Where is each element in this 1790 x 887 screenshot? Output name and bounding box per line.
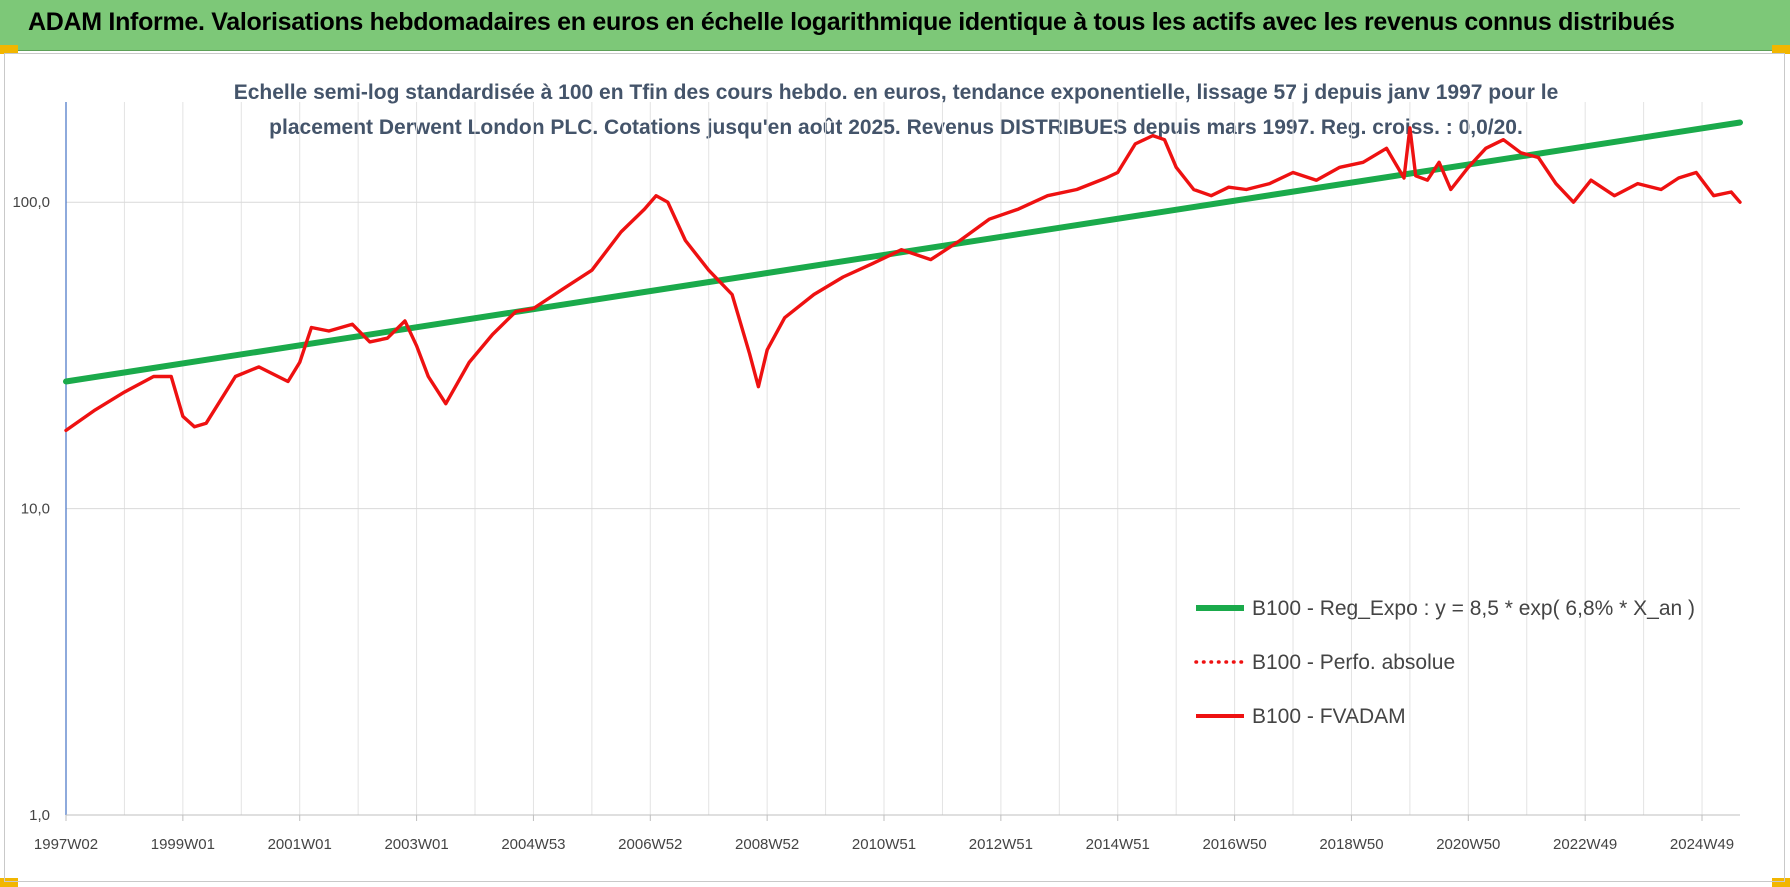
x-tick-label: 2014W51: [1086, 836, 1150, 853]
x-tick-label: 2016W50: [1202, 836, 1266, 853]
title-banner: ADAM Informe. Valorisations hebdomadaire…: [0, 0, 1790, 51]
x-tick-label: 2001W01: [268, 836, 332, 853]
page-title: ADAM Informe. Valorisations hebdomadaire…: [28, 8, 1675, 36]
axes: 100,0 10,0 1,0 1997W02 1999W01 2001W01 2003W01…: [12, 102, 1740, 853]
x-tick-label: 2010W51: [852, 836, 916, 853]
corner-marker-top-left: [0, 45, 18, 54]
corner-marker-bottom-left: [0, 878, 18, 887]
x-tick-label: 2024W49: [1670, 836, 1734, 853]
legend-label-fvadam: B100 - FVADAM: [1252, 705, 1406, 728]
x-tick-label: 1999W01: [151, 836, 215, 853]
x-tick-label: 2006W52: [618, 836, 682, 853]
series-lines: [63, 119, 1743, 433]
legend-label-perfo: B100 - Perfo. absolue: [1252, 651, 1455, 674]
x-tick-label: 2012W51: [969, 836, 1033, 853]
grid-lines: [65, 102, 1740, 816]
y-tick-label: 10,0: [21, 501, 50, 518]
legend-label-regression: B100 - Reg_Expo : y = 8,5 * exp( 6,8% * …: [1252, 597, 1695, 620]
x-tick-label: 2008W52: [735, 836, 799, 853]
x-tick-label: 2018W50: [1319, 836, 1383, 853]
x-tick-label: 2003W01: [384, 836, 448, 853]
y-tick-label: 1,0: [29, 807, 50, 824]
y-tick-label: 100,0: [12, 194, 50, 211]
x-tick-label: 2004W53: [501, 836, 565, 853]
series-line-fvadam: [64, 126, 1742, 433]
x-tick-label: 2022W49: [1553, 836, 1617, 853]
x-tick-label: 1997W02: [34, 836, 98, 853]
x-tick-label: 2020W50: [1436, 836, 1500, 853]
corner-marker-bottom-right: [1772, 878, 1790, 887]
chart-subtitle-line-1: Echelle semi-log standardisée à 100 en T…: [234, 81, 1559, 104]
chart-frame: [4, 53, 1785, 882]
corner-marker-top-right: [1772, 45, 1790, 54]
legend: B100 - Reg_Expo : y = 8,5 * exp( 6,8% * …: [1194, 597, 1695, 728]
chart-subtitle-line-2: placement Derwent London PLC. Cotations …: [269, 116, 1523, 139]
